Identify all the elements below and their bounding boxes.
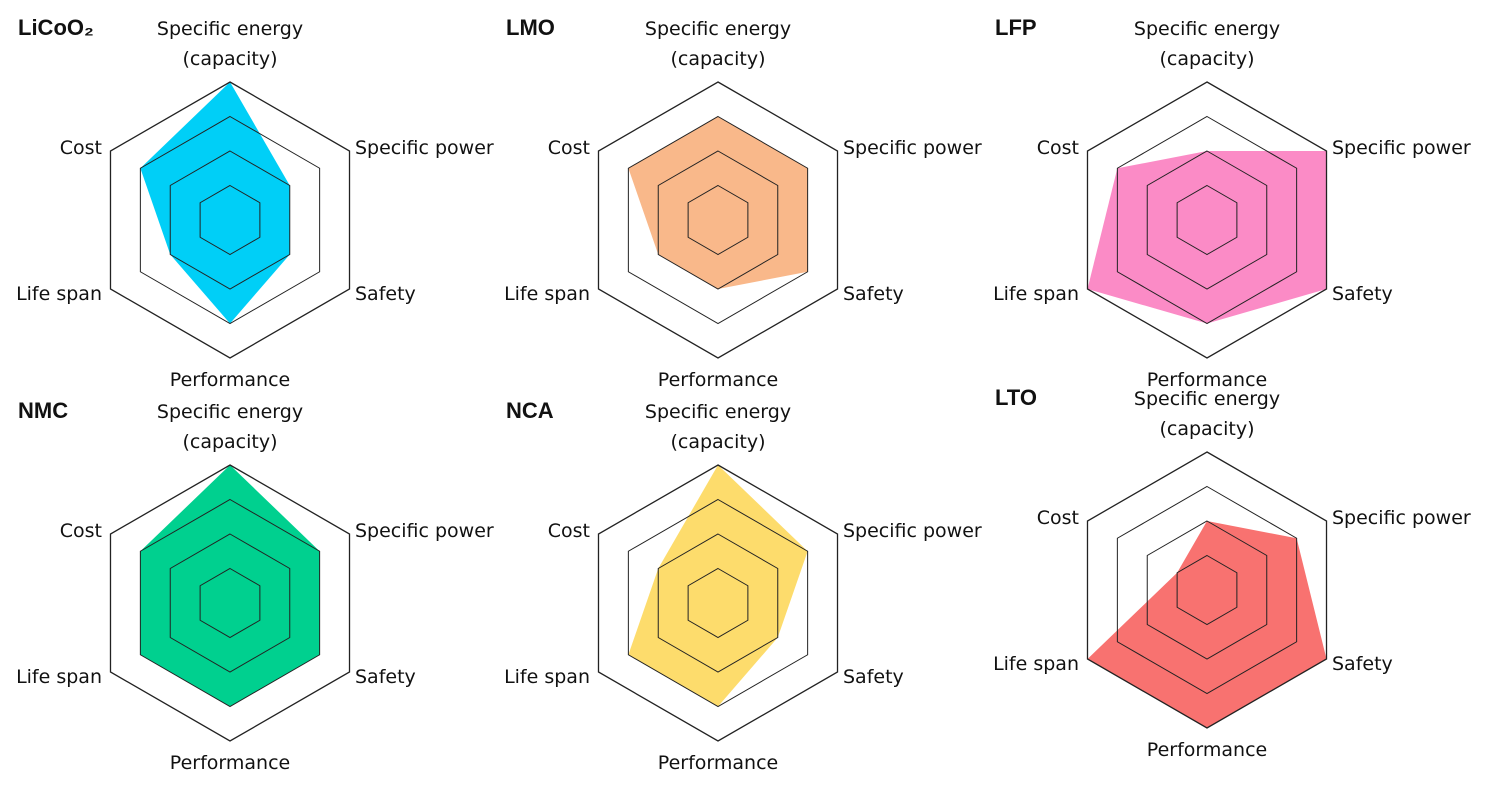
axis-label-performance: Performance [658, 369, 778, 391]
chart-title: NCA [506, 398, 554, 423]
axis-label-life-span: Life span [16, 283, 102, 305]
radar-chart-lmo: LMO Specific energy (capacity) Specific pow… [504, 15, 982, 391]
radar-chart-lto: LTO Specific energy (capacity) Specific pow… [993, 385, 1471, 761]
axis-label-energy: Specific energy [645, 18, 791, 40]
axis-label-performance: Performance [1147, 739, 1267, 761]
grid-ring-2 [169, 150, 291, 290]
grid-ring-2 [169, 533, 291, 673]
axis-label-performance: Performance [658, 752, 778, 774]
grid-ring-3 [627, 115, 809, 325]
grid-ring-2 [657, 150, 779, 290]
data-area [140, 82, 290, 324]
data-area [628, 116, 808, 289]
axis-label-performance: Performance [170, 369, 290, 391]
axis-label-cost: Cost [1037, 507, 1079, 529]
axis-label-cost: Cost [548, 137, 590, 159]
axis-label-cost: Cost [60, 137, 102, 159]
axis-label-safety: Safety [1332, 283, 1393, 305]
grid-ring-4 [597, 81, 839, 359]
axis-label-energy-line2: (capacity) [1159, 48, 1254, 70]
axis-label-power: Specific power [355, 137, 494, 159]
axis-label-power: Specific power [1332, 507, 1471, 529]
chart-title: LTO [995, 385, 1037, 410]
axis-label-safety: Safety [843, 283, 904, 305]
axis-label-energy: Specific energy [1134, 388, 1280, 410]
axis-label-life-span: Life span [16, 666, 102, 688]
axis-label-life-span: Life span [504, 666, 590, 688]
axis-label-energy: Specific energy [157, 18, 303, 40]
chart-title: LMO [506, 15, 555, 40]
axis-label-cost: Cost [548, 520, 590, 542]
axis-label-power: Specific power [355, 520, 494, 542]
chart-title: LiCoO₂ [18, 15, 94, 40]
chart-title: LFP [995, 15, 1037, 40]
axis-label-life-span: Life span [993, 653, 1079, 675]
grid-ring-3 [627, 498, 809, 708]
radar-chart-lfp: LFP Specific energy (capacity) Specific pow… [993, 15, 1471, 391]
axis-label-cost: Cost [60, 520, 102, 542]
grid-ring-4 [109, 464, 351, 742]
axis-label-safety: Safety [1332, 653, 1393, 675]
axis-label-safety: Safety [355, 666, 416, 688]
axis-label-power: Specific power [843, 520, 982, 542]
radar-chart-nmc: NMC Specific energy (capacity) Specific pow… [16, 398, 494, 774]
grid-ring-1 [1176, 184, 1238, 256]
axis-label-safety: Safety [355, 283, 416, 305]
axis-label-energy: Specific energy [157, 401, 303, 423]
grid-ring-1 [1176, 554, 1238, 626]
axis-label-energy: Specific energy [645, 401, 791, 423]
axis-label-energy-line2: (capacity) [670, 431, 765, 453]
grid-ring-1 [687, 567, 749, 639]
grid-ring-1 [199, 184, 261, 256]
axis-label-safety: Safety [843, 666, 904, 688]
grid-ring-2 [1146, 150, 1268, 290]
radar-chart-licoo₂: LiCoO₂ Specific energy (capacity) Specific … [16, 15, 494, 391]
axis-label-cost: Cost [1037, 137, 1079, 159]
axis-label-energy: Specific energy [1134, 18, 1280, 40]
grid-ring-4 [597, 464, 839, 742]
axis-label-life-span: Life span [993, 283, 1079, 305]
grid-ring-3 [139, 498, 321, 708]
axis-label-life-span: Life span [504, 283, 590, 305]
grid-ring-3 [1116, 115, 1298, 325]
grid-ring-2 [1146, 520, 1268, 660]
axis-label-performance: Performance [1147, 369, 1267, 391]
grid-ring-1 [687, 184, 749, 256]
axis-label-power: Specific power [1332, 137, 1471, 159]
grid-ring-3 [139, 115, 321, 325]
axis-label-power: Specific power [843, 137, 982, 159]
grid-ring-3 [1116, 485, 1298, 695]
chart-title: NMC [18, 398, 68, 423]
axis-label-energy-line2: (capacity) [182, 431, 277, 453]
axis-label-energy-line2: (capacity) [182, 48, 277, 70]
axis-label-energy-line2: (capacity) [1159, 418, 1254, 440]
grid-ring-4 [1086, 451, 1328, 729]
axis-label-energy-line2: (capacity) [670, 48, 765, 70]
grid-ring-1 [199, 567, 261, 639]
grid-ring-4 [1086, 81, 1328, 359]
grid-ring-2 [657, 533, 779, 673]
axis-label-performance: Performance [170, 752, 290, 774]
data-area [1087, 151, 1327, 324]
grid-ring-4 [109, 81, 351, 359]
radar-chart-nca: NCA Specific energy (capacity) Specific pow… [504, 398, 982, 774]
